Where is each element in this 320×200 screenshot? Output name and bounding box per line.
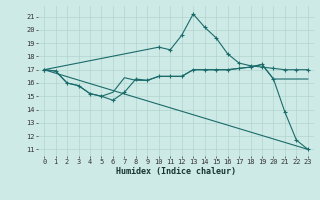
- X-axis label: Humidex (Indice chaleur): Humidex (Indice chaleur): [116, 167, 236, 176]
